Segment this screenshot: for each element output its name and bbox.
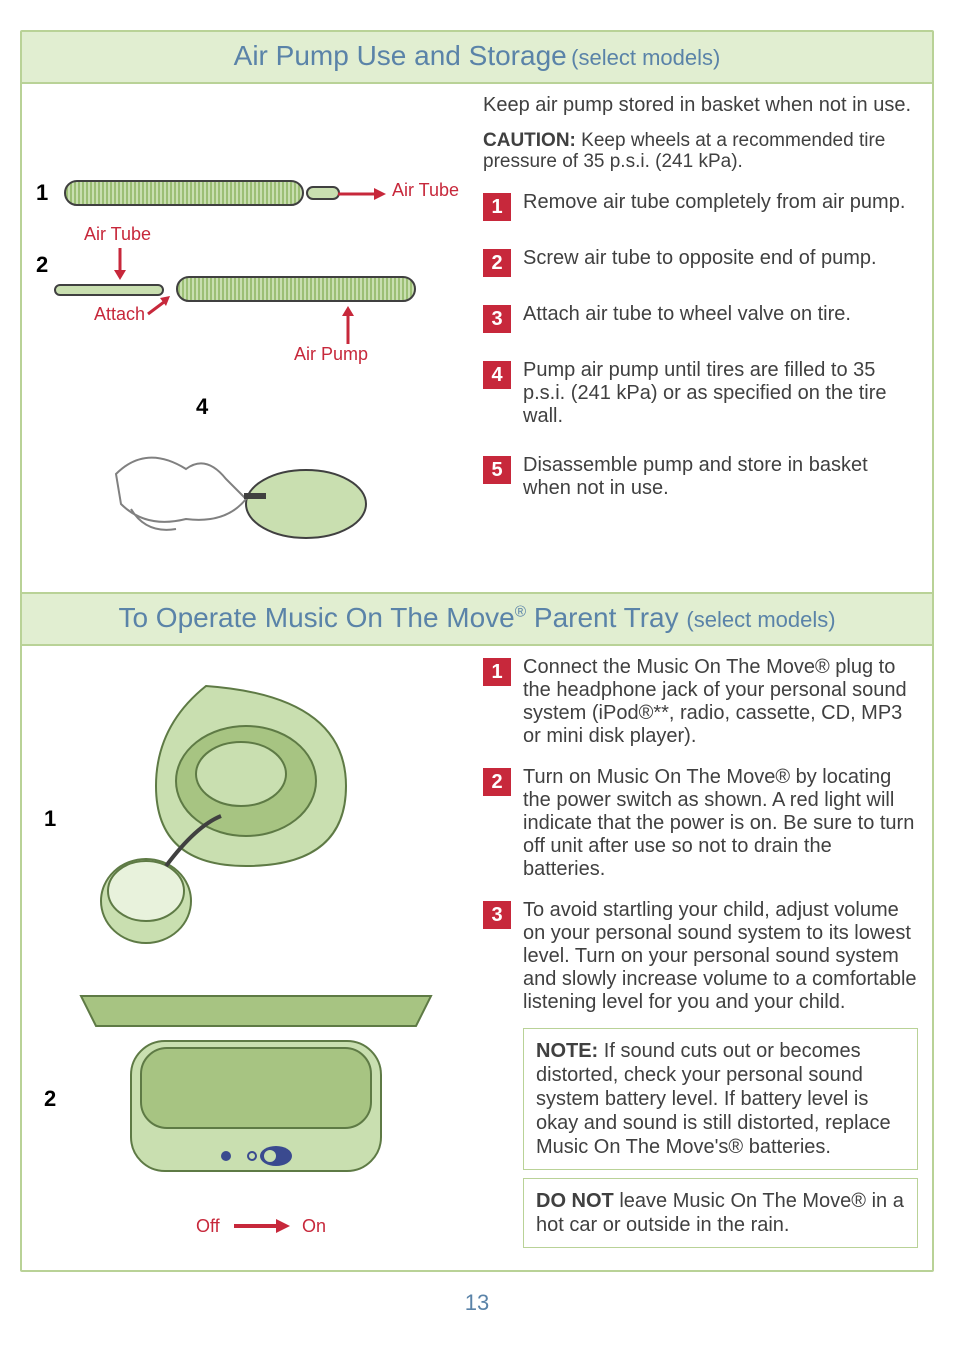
section2-title-sub: (select models) [686,607,835,632]
air-tube-label-top: Air Tube [392,180,459,201]
step-text: Disassemble pump and store in basket whe… [523,454,918,500]
section1-header: Air Pump Use and Storage (select models) [22,32,932,84]
title-post: Parent Tray [526,602,679,633]
section2-illustrations: 1 2 Off On [36,656,477,1256]
figure-number-1: 1 [36,180,48,206]
note-box-2: DO NOT leave Music On The Move® in a hot… [523,1178,918,1248]
attach-arrow-icon [146,296,170,318]
step-text: Connect the Music On The Move® plug to t… [523,656,918,748]
section1-title-main: Air Pump Use and Storage [234,40,567,71]
air-tube-illustration-1 [306,186,340,200]
step-badge: 5 [483,456,511,484]
figure-number-1b: 1 [44,806,56,832]
section2-step-2: 2 Turn on Music On The Move® by locating… [483,766,918,881]
arrow-up-icon [336,304,360,344]
section1-intro: Keep air pump stored in basket when not … [483,94,918,117]
step-text: Attach air tube to wheel valve on tire. [523,303,851,326]
registered-icon: ® [515,604,526,621]
step-badge: 4 [483,361,511,389]
note-box-1: NOTE: If sound cuts out or becomes disto… [523,1028,918,1170]
section1-caution: CAUTION: Keep wheels at a recommended ti… [483,131,918,173]
pump-illustration-2 [176,276,416,302]
arrow-right-icon-2 [232,1214,292,1238]
caution-label: CAUTION: [483,130,576,151]
step-text: Remove air tube completely from air pump… [523,191,905,214]
hand-pump-illustration [76,414,376,564]
air-tube-label-left: Air Tube [84,224,151,245]
pump-illustration-1 [64,180,304,206]
section2-header: To Operate Music On The Move® Parent Tra… [22,594,932,646]
step-text: To avoid startling your child, adjust vo… [523,899,918,1014]
step-badge: 2 [483,249,511,277]
step-badge: 3 [483,901,511,929]
page-frame: Air Pump Use and Storage (select models)… [20,30,934,1272]
section1-step-5: 5 Disassemble pump and store in basket w… [483,454,918,500]
figure-number-2b: 2 [44,1086,56,1112]
section2-content: 1 2 Off On [22,646,932,1270]
note-label: NOTE: [536,1040,598,1062]
page-number: 13 [20,1290,934,1316]
section1-text: Keep air pump stored in basket when not … [477,94,918,574]
air-pump-label: Air Pump [294,344,368,365]
section2-step-1: 1 Connect the Music On The Move® plug to… [483,656,918,748]
off-label: Off [196,1216,220,1237]
on-label: On [302,1216,326,1237]
section1-step-3: 3 Attach air tube to wheel valve on tire… [483,303,918,333]
section1-step-2: 2 Screw air tube to opposite end of pump… [483,247,918,277]
step-text: Screw air tube to opposite end of pump. [523,247,877,270]
donot-label: DO NOT [536,1190,614,1212]
air-tube-illustration-2 [54,284,164,296]
step-badge: 1 [483,658,511,686]
section1-title-sub: (select models) [571,45,720,70]
arrow-down-icon-1 [108,246,132,280]
title-pre: To Operate Music On The Move [118,602,514,633]
section1-illustrations: 1 Air Tube 2 Air Tube Attach Air Pump 4 [36,94,477,574]
section1-content: 1 Air Tube 2 Air Tube Attach Air Pump 4 [22,84,932,588]
arrow-right-icon [336,182,386,206]
section2-title-main: To Operate Music On The Move® Parent Tra… [118,602,686,633]
parent-tray-illustration-2 [76,986,436,1216]
figure-number-2: 2 [36,252,48,278]
attach-label: Attach [94,304,145,325]
step-badge: 3 [483,305,511,333]
parent-tray-illustration-1 [96,666,376,956]
section2-step-3: 3 To avoid startling your child, adjust … [483,899,918,1014]
step-text: Pump air pump until tires are filled to … [523,359,918,428]
step-text: Turn on Music On The Move® by locating t… [523,766,918,881]
step-badge: 2 [483,768,511,796]
step-badge: 1 [483,193,511,221]
section1-step-4: 4 Pump air pump until tires are filled t… [483,359,918,428]
section2-text: 1 Connect the Music On The Move® plug to… [477,656,918,1256]
section1-step-1: 1 Remove air tube completely from air pu… [483,191,918,221]
